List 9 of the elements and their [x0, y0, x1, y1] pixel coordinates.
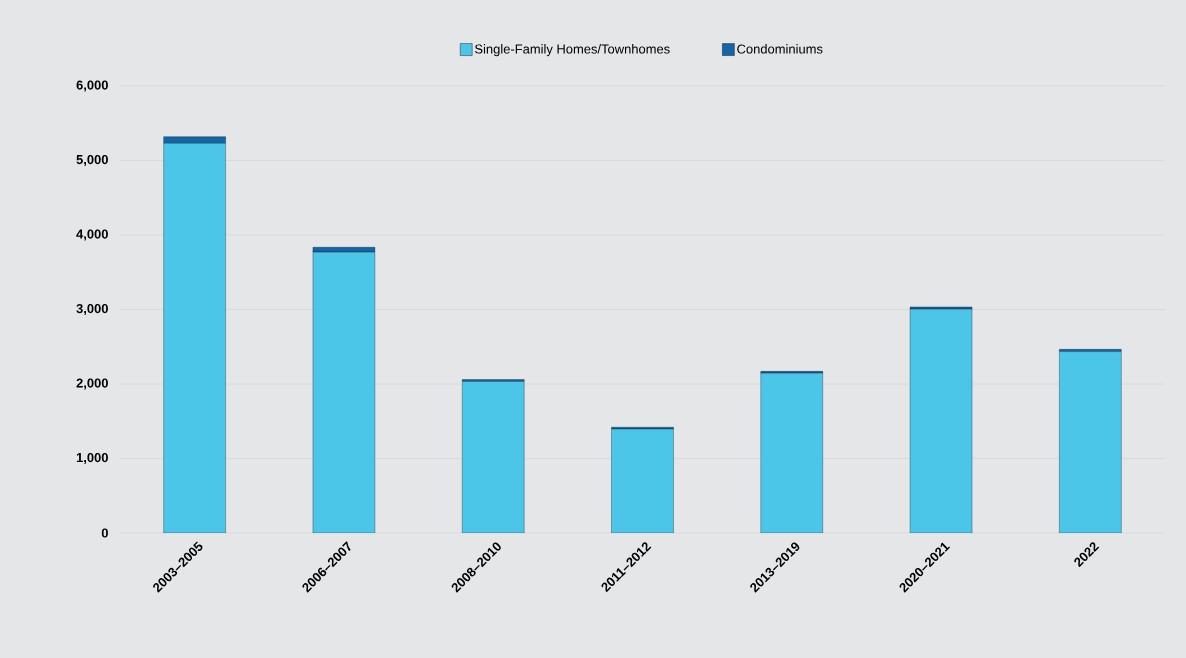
y-tick-label: 5,000: [76, 154, 108, 167]
y-tick-label: 3,000: [76, 303, 108, 316]
y-tick-label: 1,000: [76, 452, 108, 465]
y-tick-label: 4,000: [76, 229, 108, 241]
y-tick-label: 0: [101, 528, 108, 538]
legend-label: Condominiums: [737, 44, 823, 54]
legend-label: Single-Family Homes/Townhomes: [475, 44, 670, 57]
y-tick-label: 2,000: [76, 378, 108, 390]
y-tick-label: 6,000: [76, 80, 108, 92]
